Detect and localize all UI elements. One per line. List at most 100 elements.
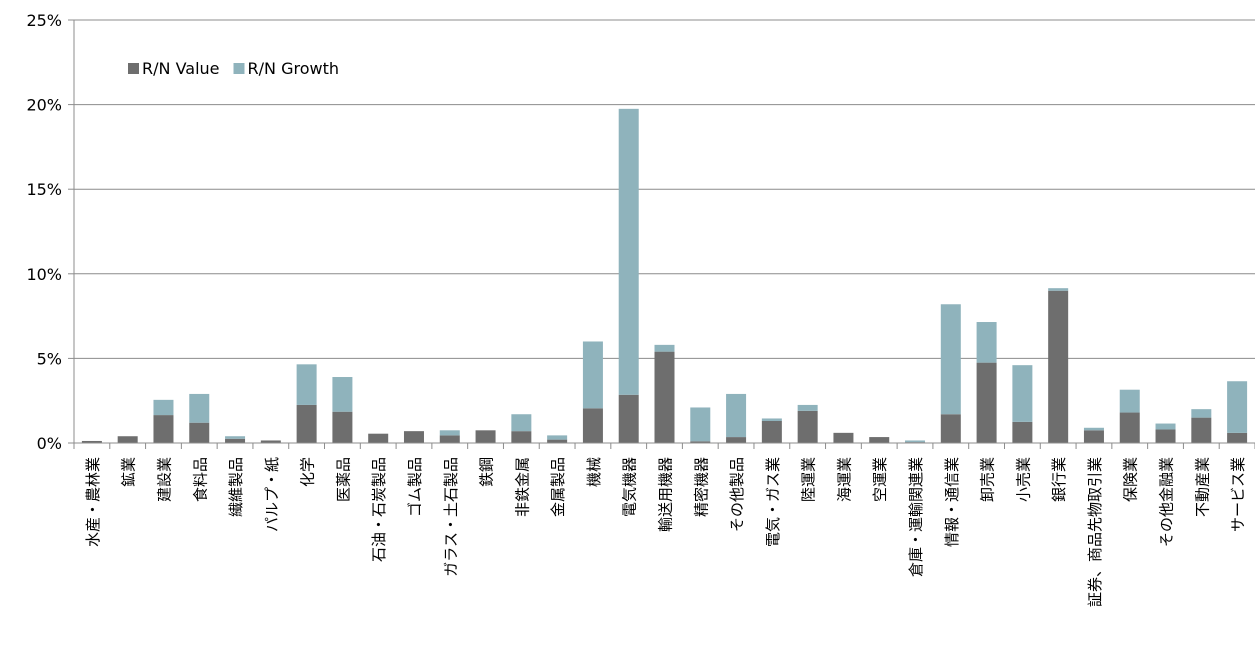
bar-rn-growth [332,377,353,412]
x-category-label: 小売業 [1014,457,1032,502]
y-tick-label: 0% [37,434,62,453]
bar-rn-value [654,351,675,443]
x-category-label: 証券、商品先物取引業 [1086,457,1104,607]
bar-rn-growth [1227,381,1248,433]
bar-rn-growth [797,404,818,411]
bars [81,108,1248,443]
legend-swatch [128,63,139,74]
bar-rn-value [547,439,568,443]
x-category-label: 電気機器 [621,457,639,517]
bar-rn-value [1083,430,1104,443]
bar-rn-growth [511,414,532,432]
bar-rn-growth [726,393,747,438]
bar-rn-value [332,411,353,443]
x-category-label: 鉱業 [120,457,138,487]
x-category-label: 情報・通信業 [943,457,961,547]
bar-rn-growth [654,344,675,352]
bar-rn-value [976,362,997,443]
x-category-label: 化学 [299,457,317,487]
x-category-label: 輸送用機器 [657,457,675,532]
x-category-label: ゴム製品 [406,457,424,517]
bar-rn-growth [439,430,460,436]
y-tick-label: 20% [26,96,62,115]
legend-swatch [233,63,245,74]
bar-rn-growth [905,440,926,443]
bar-rn-growth [547,435,568,440]
x-category-label: 非鉄金属 [513,457,531,517]
bar-rn-value [368,433,389,443]
x-axis-labels: 水産・農林業 鉱業 建設業 食料品 繊維製品 パルプ・紙 化学 医薬品 石油・石炭製品 ゴム製品ガ… [84,457,1247,607]
bar-rn-growth [761,418,782,422]
x-category-label: 陸運業 [800,457,818,502]
bar-rn-value [475,430,496,443]
bar-rn-growth [582,341,603,409]
bar-rn-growth [976,322,997,363]
bar-rn-value [81,440,102,443]
x-category-label: 海運業 [835,457,853,502]
bar-rn-growth [225,436,246,439]
bar-rn-value [761,421,782,443]
bar-rn-value [225,438,246,443]
bar-rn-value [869,437,890,443]
bar-rn-value [403,431,424,443]
bar-rn-growth [1119,389,1140,413]
bar-rn-value [153,415,174,443]
bar-rn-growth [618,108,639,395]
bar-rn-growth [1191,409,1212,418]
x-category-label: その他製品 [728,457,746,532]
bar-rn-value [618,394,639,443]
bar-rn-value [1119,412,1140,443]
x-category-label: 空運業 [871,457,889,502]
bar-rn-value [1048,290,1069,443]
x-category-label: 食料品 [191,457,209,502]
x-category-label: 不動産業 [1193,457,1211,517]
bar-rn-value [1155,429,1176,443]
bar-rn-value [189,422,210,443]
axes [73,20,1255,449]
x-category-label: 卸売業 [979,457,997,502]
legend-label: R/N Growth [248,59,339,78]
x-category-label: 医薬品 [334,457,352,502]
x-category-label: 鉄鋼 [478,457,496,487]
bar-rn-growth [1048,288,1069,291]
y-tick-label: 25% [26,11,62,30]
legend: R/N Value R/N Growth [128,59,339,78]
bar-rn-value [117,436,138,443]
bar-rn-growth [296,364,317,405]
bar-rn-value [833,432,854,443]
y-tick-label: 10% [26,265,62,284]
bar-rn-value [726,437,747,443]
y-tick-label: 15% [26,180,62,199]
bar-rn-value [511,431,532,443]
x-category-label: ガラス・土石製品 [442,457,460,577]
bar-rn-growth [189,393,210,423]
bar-rn-growth [153,399,174,416]
x-category-label: 建設業 [155,457,173,502]
legend-label: R/N Value [142,59,220,78]
bar-rn-value [582,408,603,443]
bar-rn-growth [690,407,711,442]
x-category-label: パルプ・紙 [263,457,281,532]
bar-rn-value [690,441,711,443]
bar-rn-value [940,414,961,443]
x-category-label: その他金融業 [1158,457,1176,547]
x-category-label: 倉庫・運輸関連業 [907,457,925,577]
y-tick-label: 5% [37,349,62,368]
x-category-label: 機械 [585,457,603,487]
bar-rn-value [296,404,317,443]
bar-rn-value [439,435,460,443]
x-category-label: 銀行業 [1050,457,1068,502]
bar-rn-growth [1155,423,1176,430]
bar-rn-growth [1083,427,1104,431]
x-category-label: 石油・石炭製品 [370,457,388,562]
bar-rn-growth [1012,365,1033,422]
x-category-label: サービス業 [1229,457,1247,532]
y-axis-ticks: 0% 5% 10% 15% 20% 25% [26,11,74,453]
bar-rn-value [1191,417,1212,443]
x-category-label: 金属製品 [549,457,567,517]
x-category-label: 電気・ガス業 [764,457,782,547]
bar-rn-value [1227,432,1248,443]
x-category-label: 保険業 [1122,457,1140,502]
bar-rn-value [797,410,818,443]
